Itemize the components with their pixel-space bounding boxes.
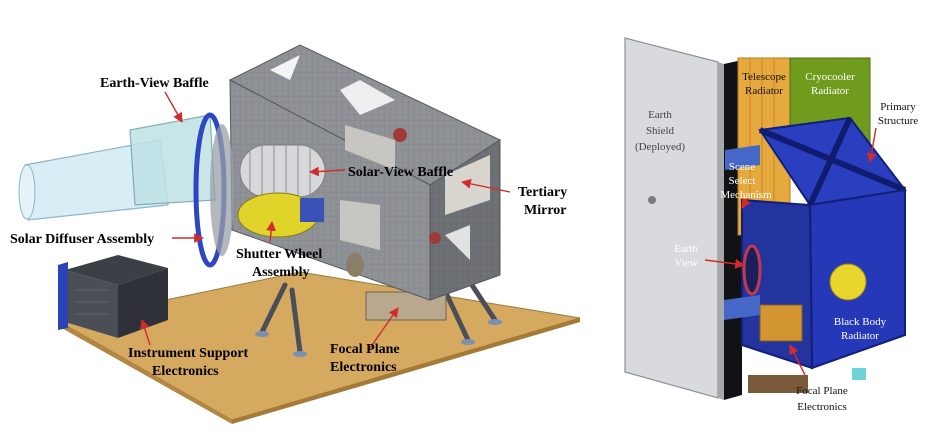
arrow-earth-view-baffle [164,91,183,123]
label-earth-view-line2: View [674,257,697,269]
shutter-wheel-motor [300,198,324,222]
arrow-tertiary-mirror [461,179,511,193]
label-focal-plane-line2: Electronics [330,360,397,375]
label-shutter-wheel-line1: Shutter Wheel [236,247,322,262]
label-telescope-radiator-line1: Telescope [742,71,786,83]
label-shutter-wheel-line2: Assembly [252,265,310,280]
label-solar-view-baffle: Solar-View Baffle [348,165,453,180]
label-telescope-radiator-line2: Radiator [745,85,783,97]
label-cryocooler-radiator-line1: Cryocooler [805,71,855,83]
arrow-instrument-support [140,319,151,346]
base-plate-edge-right [232,318,580,424]
label-focal-plane-right-line1: Focal Plane [796,385,848,397]
earth-view-baffle [18,114,216,221]
label-scene-select-line1: Scene [729,161,755,173]
label-cryocooler-radiator-line2: Radiator [811,85,849,97]
right-leader-lines [704,127,877,376]
earth-shield-edge [718,62,724,400]
arrow-solar-view-baffle [309,166,346,177]
label-earth-shield-line2: Shield [646,125,675,137]
label-primary-structure-line2: Structure [878,115,918,127]
label-black-body-line2: Radiator [841,330,879,342]
right-labels: Earth Shield (Deployed) Telescope Radiat… [635,71,918,413]
arrow-shutter-wheel [266,221,276,243]
arrow-earth-view [704,259,745,269]
leg-feet [255,319,502,357]
earth-shield-panel [624,37,719,399]
label-black-body-line1: Black Body [834,316,887,328]
label-tertiary-mirror-line1: Tertiary [518,185,567,200]
label-scene-select-line2: Select [729,175,756,187]
shield-knob [648,196,656,204]
arrow-primary-structure [866,127,877,163]
label-scene-select-line3: Mechanism [720,189,772,201]
arrow-focal-plane-right [789,344,806,376]
label-instrument-support-line2: Electronics [152,364,219,379]
label-earth-shield-line1: Earth [648,109,672,121]
label-solar-diffuser-assembly: Solar Diffuser Assembly [10,232,154,247]
instrument-support-electronics-box [58,255,168,338]
label-tertiary-mirror-line2: Mirror [524,203,567,218]
label-primary-structure-line1: Primary [880,101,916,113]
label-earth-view-line1: Earth [674,243,698,255]
right-instrument-diagram [624,37,907,400]
left-labels: Earth-View Baffle Solar-View Baffle Tert… [10,76,567,379]
main-housing [228,44,502,301]
label-earth-shield-line3: (Deployed) [635,141,685,153]
focal-plane-box [365,291,447,321]
arrow-focal-plane-left [369,307,399,349]
label-earth-view-baffle: Earth-View Baffle [100,76,209,91]
primary-structure [724,116,907,393]
left-leader-lines [140,91,511,349]
label-focal-plane-line1: Focal Plane [330,342,400,357]
label-focal-plane-right-line2: Electronics [797,401,846,413]
base-plate-edge [58,322,232,424]
solar-view-baffle [239,144,326,198]
left-instrument-diagram [18,44,581,424]
solar-diffuser-disk [210,124,234,256]
label-instrument-support-line1: Instrument Support [128,346,249,361]
arrow-scene-select [741,197,751,209]
